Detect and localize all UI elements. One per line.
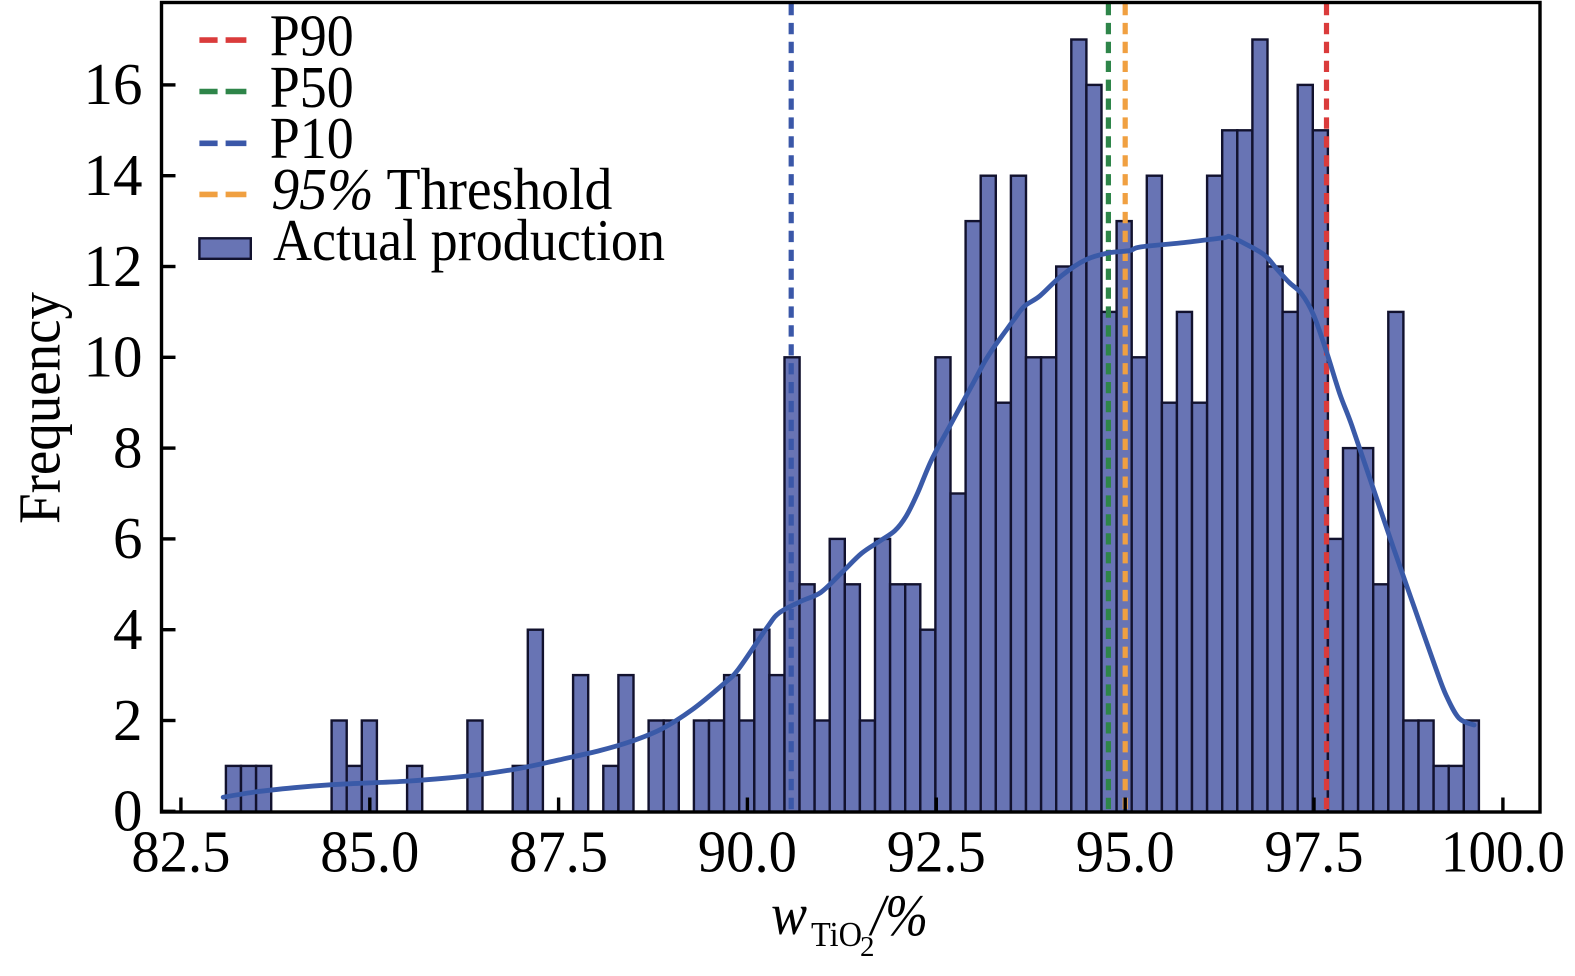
svg-text:97.5: 97.5 <box>1265 819 1364 885</box>
svg-text:100.0: 100.0 <box>1441 819 1565 885</box>
svg-text:10: 10 <box>84 324 143 390</box>
svg-text:14: 14 <box>84 142 143 208</box>
svg-text:6: 6 <box>113 505 143 571</box>
svg-text:2: 2 <box>860 931 875 963</box>
svg-text:16: 16 <box>84 51 143 117</box>
svg-text:/%: /% <box>868 882 928 948</box>
svg-text:4: 4 <box>113 596 143 662</box>
svg-text:P90: P90 <box>270 3 354 69</box>
svg-text:Frequency: Frequency <box>7 292 73 524</box>
svg-text:P10: P10 <box>270 105 354 171</box>
svg-text:82.5: 82.5 <box>131 819 230 885</box>
svg-text:2: 2 <box>113 687 143 753</box>
svg-text:0: 0 <box>113 778 143 844</box>
svg-text:Actual production: Actual production <box>273 207 665 273</box>
svg-text:92.5: 92.5 <box>887 819 986 885</box>
svg-text:8: 8 <box>113 414 143 480</box>
svg-text:87.5: 87.5 <box>509 819 608 885</box>
svg-text:P50: P50 <box>270 54 354 120</box>
svg-text:w: w <box>771 881 807 947</box>
svg-text:95% Threshold: 95% Threshold <box>271 156 612 222</box>
svg-text:90.0: 90.0 <box>698 819 797 885</box>
svg-text:TiO: TiO <box>811 915 862 954</box>
svg-text:95.0: 95.0 <box>1076 819 1175 885</box>
svg-text:12: 12 <box>84 233 143 299</box>
svg-text:85.0: 85.0 <box>320 819 419 885</box>
